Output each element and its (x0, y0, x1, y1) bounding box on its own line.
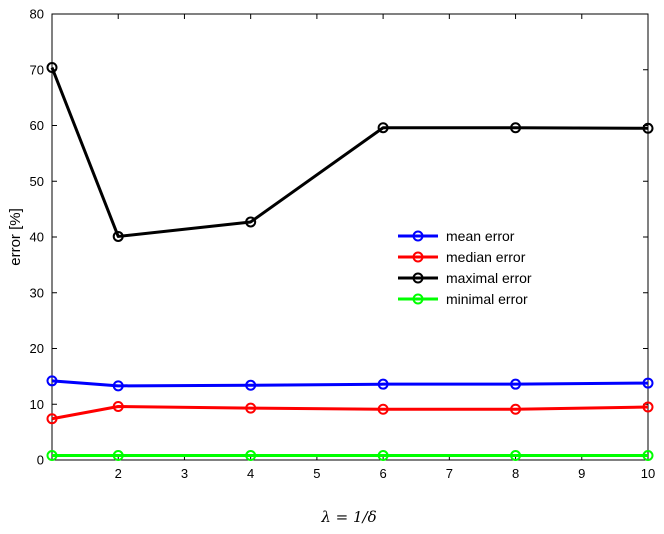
data-point (642, 122, 654, 134)
plot-area (51, 13, 649, 461)
data-point (377, 378, 389, 390)
y-tick-label: 30 (30, 285, 44, 300)
series-mean-error (46, 375, 654, 392)
data-point (112, 400, 124, 412)
x-axis-title: λ = 1/δ (320, 508, 376, 526)
legend-item: minimal error (398, 291, 528, 307)
data-point (112, 230, 124, 242)
series-line (51, 404, 649, 421)
data-point (642, 377, 654, 389)
y-tick-label: 10 (30, 397, 44, 412)
legend-item: maximal error (398, 270, 532, 286)
data-point (377, 122, 389, 134)
x-tick-label: 6 (379, 466, 386, 481)
x-tick-label: 5 (313, 466, 320, 481)
data-point (510, 450, 522, 462)
legend-label: minimal error (446, 291, 528, 307)
y-tick-label: 50 (30, 174, 44, 189)
legend-item: median error (398, 249, 526, 265)
legend-label: maximal error (446, 270, 532, 286)
x-tick-label: 3 (181, 466, 188, 481)
data-point (112, 380, 124, 392)
data-point (46, 450, 58, 462)
x-tick-label: 4 (247, 466, 254, 481)
data-point (112, 450, 124, 462)
data-point (46, 375, 58, 387)
data-point (642, 450, 654, 462)
data-point (245, 450, 257, 462)
series-minimal-error (46, 450, 654, 462)
legend-swatch-marker (412, 230, 424, 242)
y-tick-label: 40 (30, 230, 44, 245)
y-tick-label: 60 (30, 118, 44, 133)
y-tick-label: 0 (37, 453, 44, 468)
tick-layer: 0 10 20 30 40 50 60 70 80 2 3 4 5 6 7 8 9 10 (30, 7, 656, 482)
data-point (377, 403, 389, 415)
legend-swatch-marker (412, 272, 424, 284)
series-line (51, 379, 649, 388)
data-point (377, 450, 389, 462)
x-tick-label: 2 (115, 466, 122, 481)
series-median-error (46, 400, 654, 425)
data-point (46, 62, 58, 74)
data-point (245, 402, 257, 414)
x-tick-label: 9 (578, 466, 585, 481)
legend-swatch-marker (412, 293, 424, 305)
data-point (510, 378, 522, 390)
legend-item: mean error (398, 228, 515, 244)
data-point (510, 403, 522, 415)
legend-swatch-marker (412, 251, 424, 263)
y-tick-label: 20 (30, 341, 44, 356)
data-point (245, 216, 257, 228)
series-line (50, 66, 649, 238)
series-layer (46, 62, 654, 462)
x-tick-label: 7 (446, 466, 453, 481)
series-maximal-error (46, 62, 654, 242)
y-tick-label: 80 (30, 7, 44, 22)
x-tick-label: 10 (641, 466, 655, 481)
legend-label: mean error (446, 228, 515, 244)
legend: mean error median error maximal error minim… (398, 228, 532, 307)
legend-label: median error (446, 249, 526, 265)
y-tick-label: 70 (30, 62, 44, 77)
x-tick-label: 8 (512, 466, 519, 481)
data-point (510, 122, 522, 134)
data-point (642, 401, 654, 413)
data-point (46, 413, 58, 425)
data-point (245, 379, 257, 391)
y-axis-title: error [%] (7, 208, 24, 266)
